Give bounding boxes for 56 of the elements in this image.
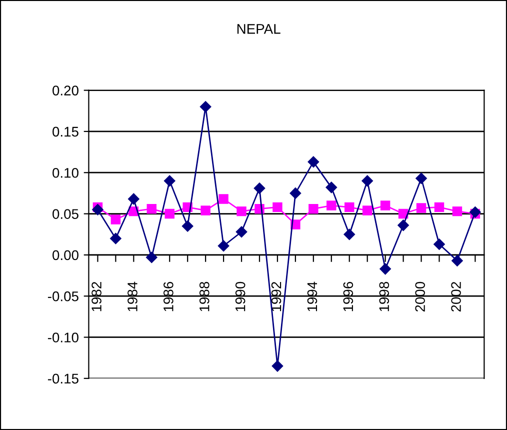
y-tick-label: -0.05 bbox=[48, 291, 78, 302]
y-tick-label: 0.10 bbox=[52, 168, 78, 178]
point bbox=[380, 263, 391, 275]
x-tick-label: 1986 bbox=[164, 282, 174, 312]
x-tick-label: 1982 bbox=[92, 282, 102, 312]
y-tick-label: -0.15 bbox=[48, 374, 78, 384]
x-tick-label: 1994 bbox=[307, 282, 318, 312]
point bbox=[218, 194, 228, 204]
point bbox=[146, 204, 156, 214]
point bbox=[362, 175, 373, 186]
x-tick-label: 1992 bbox=[271, 282, 282, 312]
point bbox=[398, 220, 409, 231]
x-tick-label: 1996 bbox=[343, 282, 354, 312]
point bbox=[290, 188, 302, 199]
point bbox=[362, 206, 372, 216]
point bbox=[218, 240, 230, 252]
point bbox=[326, 200, 336, 210]
point bbox=[92, 204, 104, 216]
point bbox=[146, 252, 158, 264]
point bbox=[200, 101, 212, 112]
point bbox=[236, 226, 248, 238]
point bbox=[326, 182, 337, 194]
point bbox=[236, 206, 246, 216]
point bbox=[128, 193, 140, 205]
point bbox=[110, 214, 121, 224]
point bbox=[182, 220, 194, 232]
x-tick-label: 1988 bbox=[199, 282, 210, 312]
point bbox=[164, 208, 174, 219]
point bbox=[164, 175, 176, 186]
point bbox=[434, 238, 445, 250]
y-tick-label: 0.00 bbox=[52, 250, 78, 260]
point bbox=[416, 172, 427, 184]
point bbox=[200, 206, 210, 216]
point bbox=[308, 204, 318, 214]
point bbox=[308, 156, 320, 168]
y-tick-label: 0.15 bbox=[52, 126, 78, 137]
x-tick-label: 1984 bbox=[128, 282, 138, 312]
x-tick-label: 2002 bbox=[451, 282, 461, 312]
point bbox=[110, 232, 122, 244]
point bbox=[344, 202, 354, 212]
y-tick-label: 0.20 bbox=[52, 86, 78, 96]
point bbox=[416, 203, 426, 213]
point bbox=[272, 360, 284, 372]
x-tick-label: 1998 bbox=[379, 282, 390, 312]
x-tick-label: 2000 bbox=[415, 282, 425, 312]
x-tick-label: 1990 bbox=[235, 282, 246, 312]
y-tick-label: -0.10 bbox=[48, 332, 78, 342]
point bbox=[254, 182, 266, 194]
point bbox=[272, 202, 282, 212]
point bbox=[452, 206, 462, 216]
point bbox=[434, 202, 444, 212]
point bbox=[344, 228, 355, 240]
point bbox=[380, 200, 390, 210]
point bbox=[452, 255, 463, 266]
chart-title: NEPAL bbox=[237, 24, 280, 34]
y-tick-label: 0.05 bbox=[52, 209, 78, 219]
